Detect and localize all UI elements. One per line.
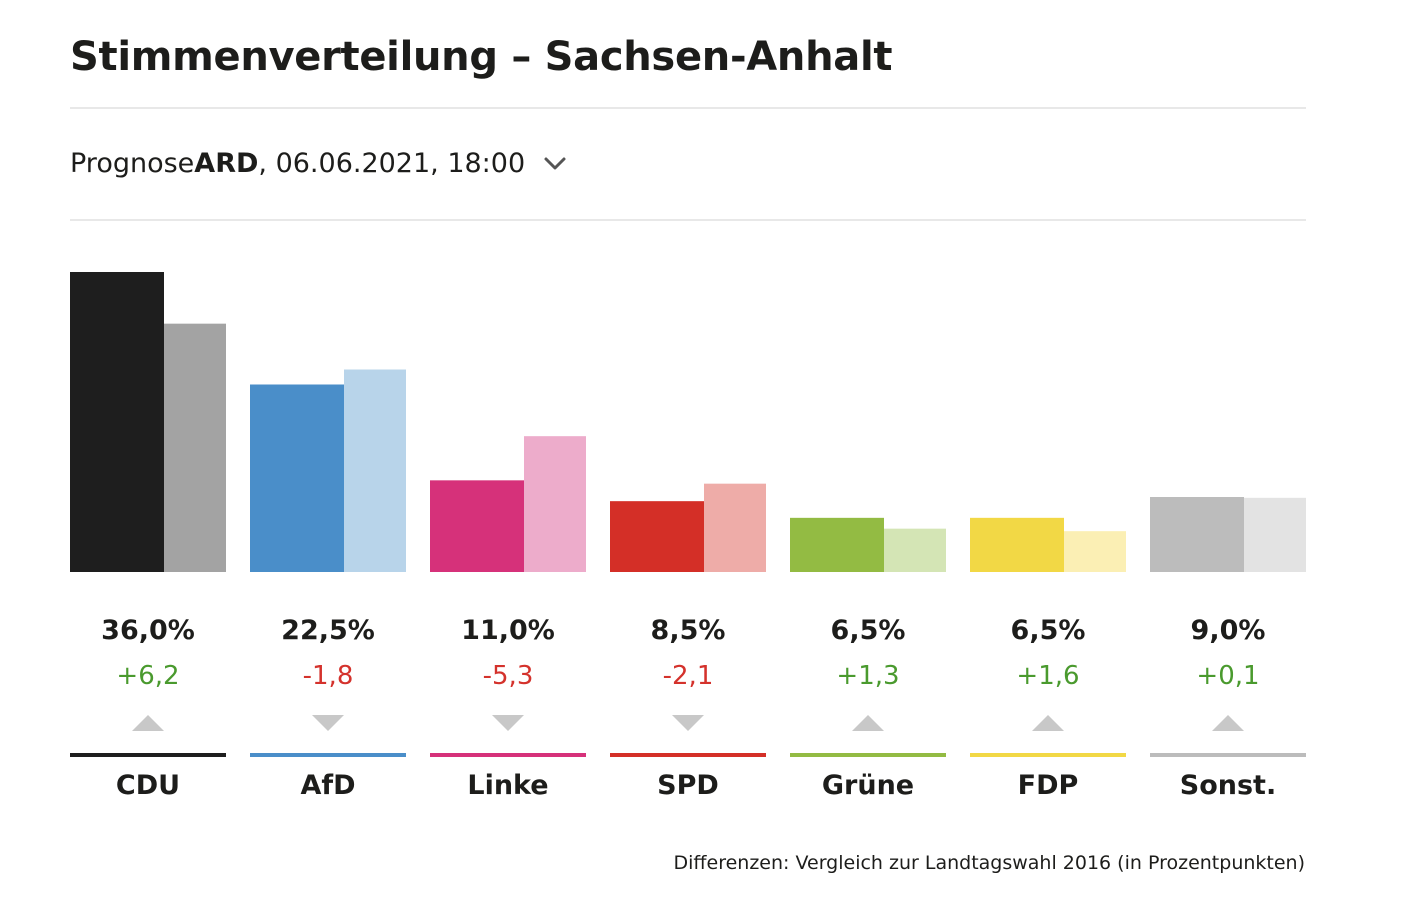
- triangle-up-icon: [1212, 715, 1244, 731]
- triangle-up-icon: [132, 715, 164, 731]
- bar-2021-afd: [250, 384, 344, 572]
- party-color-line: [250, 753, 406, 757]
- party-color-line: [970, 753, 1126, 757]
- selector-source: ARD: [194, 148, 259, 179]
- difference-label: +1,6: [1016, 661, 1079, 691]
- selector-date: , 06.06.2021, 18:00: [258, 148, 526, 179]
- bar-2016-linke: [524, 436, 586, 572]
- value-label: 11,0%: [461, 615, 555, 646]
- party-label: FDP: [1018, 770, 1079, 801]
- party-color-line: [610, 753, 766, 757]
- bar-2016-grne: [884, 528, 946, 572]
- party-label: Sonst.: [1180, 770, 1276, 801]
- bar-2016-spd: [704, 483, 766, 572]
- party-color-line: [70, 753, 226, 757]
- party-label: Grüne: [822, 770, 914, 801]
- bar-2021-cdu: [70, 272, 164, 572]
- difference-label: -5,3: [483, 661, 534, 691]
- bar-2016-fdp: [1064, 531, 1126, 572]
- bar-2016-sonst: [1244, 497, 1306, 572]
- bar-2021-spd: [610, 501, 704, 572]
- divider: [70, 107, 1306, 109]
- triangle-up-icon: [852, 715, 884, 731]
- divider: [70, 219, 1306, 221]
- difference-label: +0,1: [1196, 661, 1259, 691]
- difference-label: +1,3: [836, 661, 899, 691]
- triangle-down-icon: [492, 715, 524, 731]
- bar-2021-grne: [790, 517, 884, 572]
- party-label: AfD: [300, 770, 355, 801]
- bar-2021-sonst: [1150, 497, 1244, 572]
- party-color-line: [430, 753, 586, 757]
- value-label: 22,5%: [281, 615, 375, 646]
- forecast-selector[interactable]: Prognose ARD , 06.06.2021, 18:00: [70, 148, 567, 179]
- triangle-down-icon: [672, 715, 704, 731]
- party-label: Linke: [467, 770, 548, 801]
- bar-2016-afd: [344, 369, 406, 572]
- value-label: 36,0%: [101, 615, 195, 646]
- bar-2021-linke: [430, 480, 524, 572]
- difference-label: -2,1: [663, 661, 714, 691]
- bar-2021-fdp: [970, 517, 1064, 572]
- value-label: 6,5%: [831, 615, 906, 646]
- footnote: Differenzen: Vergleich zur Landtagswahl …: [673, 852, 1305, 874]
- party-color-line: [790, 753, 946, 757]
- difference-label: +6,2: [116, 661, 179, 691]
- chevron-down-icon[interactable]: [543, 152, 567, 176]
- bar-2016-cdu: [164, 323, 226, 572]
- value-label: 9,0%: [1191, 615, 1266, 646]
- selector-prefix: Prognose: [70, 148, 195, 179]
- value-label: 6,5%: [1011, 615, 1086, 646]
- party-label: SPD: [657, 770, 719, 801]
- chart-title: Stimmenverteilung – Sachsen-Anhalt: [70, 34, 893, 80]
- triangle-up-icon: [1032, 715, 1064, 731]
- value-label: 8,5%: [651, 615, 726, 646]
- triangle-down-icon: [312, 715, 344, 731]
- party-label: CDU: [116, 770, 180, 801]
- party-color-line: [1150, 753, 1306, 757]
- difference-label: -1,8: [303, 661, 354, 691]
